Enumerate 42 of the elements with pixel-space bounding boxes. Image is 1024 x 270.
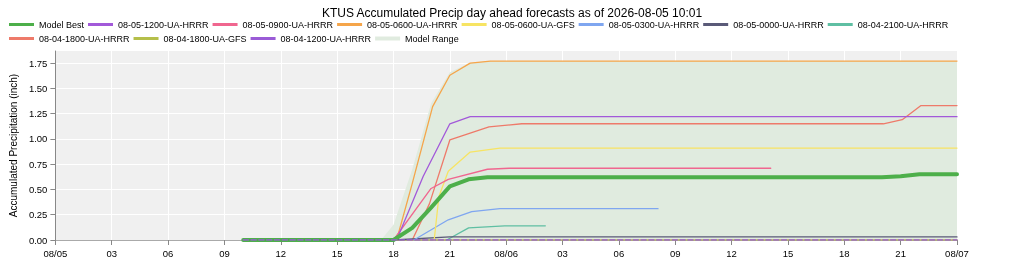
y-tick-label: 1.00 — [28, 133, 48, 145]
x-tick-label: 08/05 — [43, 247, 68, 259]
line-series — [413, 208, 659, 241]
y-tick-label: 1.25 — [28, 108, 48, 120]
legend-label: 08-05-0300-UA-HRRR — [608, 19, 700, 30]
x-tick-label: 12 — [726, 247, 737, 259]
y-tick-label: 0.00 — [28, 234, 48, 246]
line-series — [433, 147, 958, 241]
x-tick-label: 18 — [388, 247, 399, 259]
legend-label: 08-04-1800-UA-GFS — [163, 33, 247, 44]
legend-label: 08-04-1800-UA-HRRR — [39, 33, 131, 44]
x-tick-label: 06 — [162, 247, 174, 259]
x-tick-label: 06 — [613, 247, 625, 259]
line-series — [241, 172, 959, 242]
x-tick-label: 21 — [444, 247, 456, 259]
x-tick-label: 15 — [782, 247, 794, 259]
chart-title: KTUS Accumulated Precip day ahead forecasts as of 2026-08-05 10:01 — [321, 6, 703, 20]
x-tick-label: 08/06 — [494, 247, 519, 259]
x-tick-label: 03 — [557, 247, 568, 259]
legend-label: Model Best — [39, 19, 85, 30]
legend-label: Model Range — [405, 33, 459, 44]
legend-label: 08-05-0900-UA-HRRR — [242, 19, 334, 30]
legend-label: 08-05-0000-UA-HRRR — [733, 19, 825, 30]
y-axis-title: Accumulated Precipitation (inch) — [7, 73, 19, 218]
x-tick-label: 18 — [839, 247, 850, 259]
y-tick-label: 1.50 — [28, 82, 48, 94]
x-tick-label: 21 — [895, 247, 906, 259]
x-tick-label: 03 — [106, 247, 118, 259]
x-tick-label: 15 — [331, 247, 343, 259]
y-tick-label: 0.75 — [28, 158, 48, 170]
legend-label: 08-05-0600-UA-HRRR — [367, 19, 459, 30]
x-tick-label: 09 — [219, 247, 230, 259]
y-tick-label: 0.50 — [28, 183, 48, 195]
legend-label: 08-04-2100-UA-HRRR — [857, 19, 949, 30]
x-tick-label: 08/07 — [945, 247, 969, 259]
legend-label: 08-04-1200-UA-HRRR — [280, 33, 372, 44]
y-tick-label: 0.25 — [28, 209, 48, 221]
x-tick-label: 09 — [669, 247, 681, 259]
legend-label: 08-05-0600-UA-GFS — [491, 19, 575, 30]
legend-label: 08-05-1200-UA-HRRR — [118, 19, 210, 30]
x-tick-label: 12 — [275, 247, 287, 259]
y-tick-label: 1.75 — [28, 57, 48, 69]
